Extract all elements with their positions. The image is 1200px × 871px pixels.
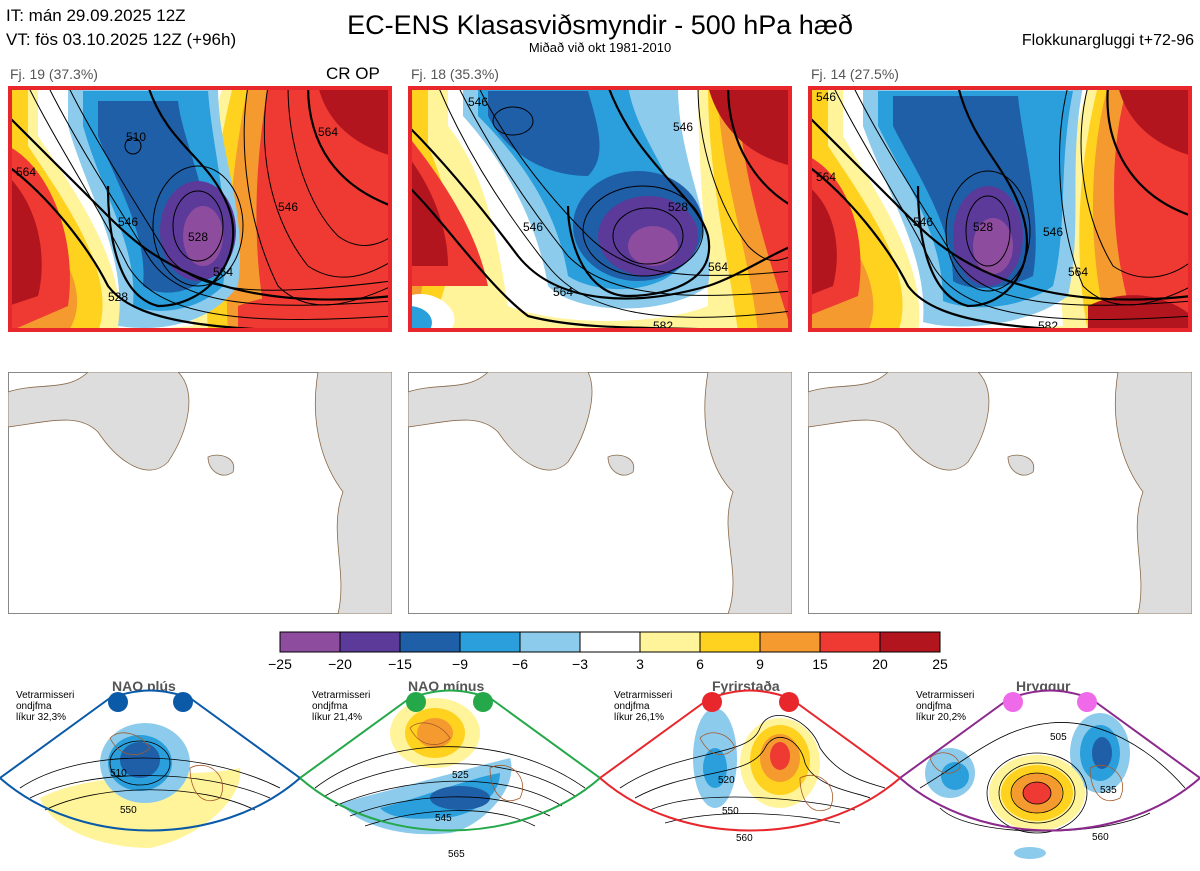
colorbar-swatch-10 (819, 631, 881, 653)
cluster-2-contour-6: 564 (708, 260, 728, 274)
cluster-1-contour-1: 564 (16, 165, 36, 179)
colorbar-tick-4: −9 (452, 656, 468, 672)
colorbar-tick-1: −25 (268, 656, 292, 672)
pattern-4-info: Vetrarmisseri ondjfma líkur 20,2% (916, 690, 975, 723)
pattern-3-map: 520 550 560 (600, 689, 900, 844)
pattern-4-label-1: 505 (1050, 732, 1067, 743)
cluster-1-contour-2: 546 (118, 215, 138, 229)
colorbar-tick-10: 15 (812, 656, 828, 672)
colorbar-tick-3: −15 (388, 656, 412, 672)
colorbar: −25 −20 −15 −9 −6 −3 3 6 9 15 20 25 (268, 631, 948, 672)
pattern-2-label-1: 525 (452, 770, 469, 781)
cluster-3-contour-4: 528 (973, 220, 993, 234)
colorbar-tick-9: 9 (756, 656, 764, 672)
pattern-2-map: 525 545 565 (300, 689, 600, 860)
cluster-1-contour-8: 528 (108, 290, 128, 304)
colorbar-swatch-3 (399, 631, 461, 653)
cluster-1-contour-3: 528 (188, 230, 208, 244)
cluster-3-map: 546 564 546 528 546 564 582 (808, 86, 1192, 332)
header-info: IT: mán 29.09.2025 12Z VT: fös 03.10.202… (6, 4, 236, 52)
colorbar-swatch-2 (339, 631, 401, 653)
cluster-2-contour-4: 564 (553, 285, 573, 299)
pattern-1-label-2: 550 (120, 805, 137, 816)
colorbar-tick-2: −20 (328, 656, 352, 672)
pattern-2-info: Vetrarmisseri ondjfma líkur 21,4% (312, 690, 371, 723)
colorbar-swatch-7 (639, 631, 701, 653)
pattern-4-map: 505 535 560 (900, 689, 1200, 859)
initial-time: IT: mán 29.09.2025 12Z (6, 6, 186, 25)
valid-time: VT: fös 03.10.2025 12Z (+96h) (6, 30, 237, 49)
pattern-3-label-1: 520 (718, 775, 735, 786)
pattern-3-info: Vetrarmisseri ondjfma líkur 26,1% (614, 690, 673, 723)
colorbar-swatch-8 (699, 631, 761, 653)
colorbar-swatch-4 (459, 631, 521, 653)
colorbar-swatch-9 (759, 631, 821, 653)
colorbar-tick-11: 20 (872, 656, 888, 672)
pattern-2-title: NAO mínus (408, 678, 485, 694)
cluster-2-contour-1: 546 (468, 95, 488, 109)
colorbar-swatch-11 (879, 631, 941, 653)
cluster-3-label: Fj. 14 (27.5%) (811, 66, 899, 82)
cluster-1-flag: CR OP (326, 64, 380, 83)
colorbar-tick-5: −6 (512, 656, 528, 672)
pattern-3-label-3: 560 (736, 833, 753, 844)
empty-map-1 (8, 372, 392, 614)
cluster-1-contour-5: 564 (213, 265, 233, 279)
cluster-2-map: 546 546 528 564 546 564 582 (408, 86, 792, 332)
empty-map-2 (408, 372, 792, 614)
colorbar-tick-7: 3 (636, 656, 644, 672)
pattern-1-info: Vetrarmisseri ondjfma líkur 32,3% (16, 690, 75, 723)
cluster-1-contour-6: 546 (278, 200, 298, 214)
pattern-2-label-3: 565 (448, 849, 465, 860)
cluster-2-contour-2: 546 (523, 220, 543, 234)
cluster-3-contour-5: 546 (1043, 225, 1063, 239)
cluster-3-contour-3: 546 (913, 215, 933, 229)
colorbar-swatch-6 (579, 631, 641, 653)
pattern-3-label-2: 550 (722, 806, 739, 817)
page-subtitle: Miðað við okt 1981-2010 (528, 40, 672, 55)
pattern-1-label-1: 510 (110, 768, 127, 779)
cluster-2-contour-5: 546 (673, 120, 693, 134)
cluster-3-contour-6: 564 (1068, 265, 1088, 279)
pattern-1-title: NAO plús (112, 678, 176, 694)
cluster-1-contour-7: 564 (318, 125, 338, 139)
classification-window: Flokkunargluggi t+72-96 (1021, 32, 1194, 49)
cluster-2-contour-3: 528 (668, 200, 688, 214)
pattern-4-label-3: 560 (1092, 832, 1109, 843)
cluster-3-contour-1: 546 (816, 90, 836, 104)
colorbar-tick-12: 25 (932, 656, 948, 672)
colorbar-tick-6: −3 (572, 656, 588, 672)
cluster-1-contour-4: 510 (126, 130, 146, 144)
empty-map-3 (808, 372, 1192, 614)
cluster-3-contour-2: 564 (816, 170, 836, 184)
cluster-2-label: Fj. 18 (35.3%) (411, 66, 499, 82)
page-title: EC-ENS Klasasviðsmyndir - 500 hPa hæð (347, 10, 853, 40)
colorbar-swatch-1 (279, 631, 341, 653)
pattern-1-map: 510 550 (0, 689, 300, 848)
colorbar-swatch-5 (519, 631, 581, 653)
pattern-3-title: Fyrirstaða (712, 678, 780, 694)
pattern-2-label-2: 545 (435, 813, 452, 824)
colorbar-tick-8: 6 (696, 656, 704, 672)
cluster-1-map: 564 546 528 510 564 546 564 528 (8, 86, 392, 332)
pattern-row: NAO plús Vetrarmisseri ondjfma líkur 32,… (0, 678, 1200, 871)
cluster-1-label: Fj. 19 (37.3%) (10, 66, 98, 82)
pattern-4-label-2: 535 (1100, 785, 1117, 796)
